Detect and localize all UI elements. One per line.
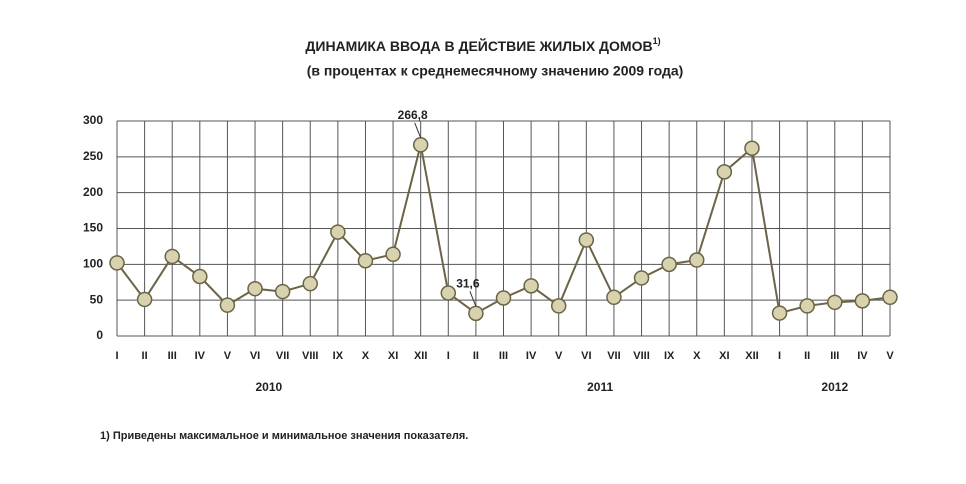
x-tick-label: IV bbox=[195, 350, 206, 362]
marker bbox=[192, 268, 208, 285]
marker bbox=[440, 285, 457, 301]
marker bbox=[247, 280, 263, 297]
marker bbox=[550, 298, 567, 314]
marker bbox=[661, 256, 677, 273]
chart-subtitle: (в процентах к среднемесячному значению … bbox=[307, 63, 684, 79]
marker bbox=[468, 305, 484, 322]
x-tick-label: IV bbox=[857, 350, 868, 362]
x-tick-label: VIII bbox=[302, 350, 319, 362]
marker bbox=[495, 290, 512, 306]
x-tick-label: VI bbox=[581, 350, 591, 362]
x-tick-label: V bbox=[555, 350, 563, 362]
x-tick-label: III bbox=[168, 350, 177, 362]
marker bbox=[109, 255, 125, 271]
x-tick-label: II bbox=[142, 350, 148, 362]
x-tick-label: VI bbox=[250, 350, 260, 362]
y-tick-label: 150 bbox=[83, 221, 103, 235]
x-tick-label: II bbox=[804, 350, 810, 362]
chart-title: ДИНАМИКА ВВОДА В ДЕЙСТВИЕ ЖИЛЫХ ДОМОВ1) bbox=[305, 36, 660, 53]
marker bbox=[799, 298, 815, 314]
x-tick-label: II bbox=[473, 350, 479, 362]
marker bbox=[219, 297, 236, 313]
marker bbox=[302, 275, 318, 292]
marker bbox=[578, 232, 595, 248]
y-tick-label: 100 bbox=[83, 257, 103, 271]
marker bbox=[827, 294, 843, 311]
marker bbox=[274, 283, 291, 300]
x-tick-label: XII bbox=[745, 350, 758, 362]
x-tick-label: IV bbox=[526, 350, 537, 362]
y-tick-label: 0 bbox=[96, 328, 103, 342]
year-label: 2012 bbox=[821, 380, 848, 394]
value-label: 31,6 bbox=[456, 277, 480, 291]
marker bbox=[882, 289, 898, 306]
marker bbox=[854, 293, 871, 309]
marker bbox=[606, 289, 622, 306]
year-label: 2011 bbox=[587, 380, 613, 394]
x-tick-label: V bbox=[224, 350, 232, 362]
y-tick-label: 50 bbox=[90, 292, 104, 306]
x-tick-label: X bbox=[362, 350, 370, 362]
x-tick-label: I bbox=[778, 350, 781, 362]
marker bbox=[633, 270, 650, 286]
x-tick-label: XII bbox=[414, 350, 427, 362]
x-tick-label: IX bbox=[333, 350, 344, 362]
marker bbox=[689, 252, 705, 268]
x-tick-label: VII bbox=[276, 350, 289, 362]
x-tick-label: XI bbox=[388, 350, 398, 362]
marker bbox=[385, 246, 401, 263]
marker bbox=[716, 164, 733, 180]
x-tick-label: IX bbox=[664, 350, 675, 362]
marker bbox=[136, 291, 153, 308]
marker bbox=[523, 278, 539, 294]
year-label: 2010 bbox=[255, 380, 282, 394]
title-text: ДИНАМИКА ВВОДА В ДЕЙСТВИЕ ЖИЛЫХ ДОМОВ bbox=[305, 37, 652, 54]
title-note: 1) bbox=[653, 36, 661, 46]
x-tick-label: V bbox=[886, 350, 894, 362]
marker bbox=[164, 248, 180, 265]
x-tick-label: I bbox=[115, 350, 118, 362]
label-leader bbox=[469, 291, 477, 307]
footnote: 1) Приведены максимальное и минимальное … bbox=[100, 430, 468, 442]
x-tick-label: X bbox=[693, 350, 701, 362]
label-leader bbox=[414, 122, 422, 138]
value-label: 266,8 bbox=[398, 108, 428, 122]
marker bbox=[357, 253, 374, 269]
marker bbox=[744, 140, 760, 156]
marker bbox=[771, 305, 788, 321]
y-tick-label: 250 bbox=[83, 149, 103, 163]
x-tick-label: I bbox=[447, 350, 450, 362]
marker bbox=[412, 137, 429, 153]
y-tick-label: 200 bbox=[83, 185, 103, 199]
x-tick-label: XI bbox=[719, 350, 729, 362]
marker bbox=[330, 224, 346, 240]
y-tick-label: 300 bbox=[83, 113, 103, 127]
x-tick-label: III bbox=[499, 350, 508, 362]
x-tick-label: III bbox=[830, 350, 839, 362]
x-tick-label: VII bbox=[607, 350, 620, 362]
x-tick-label: VIII bbox=[633, 350, 650, 362]
